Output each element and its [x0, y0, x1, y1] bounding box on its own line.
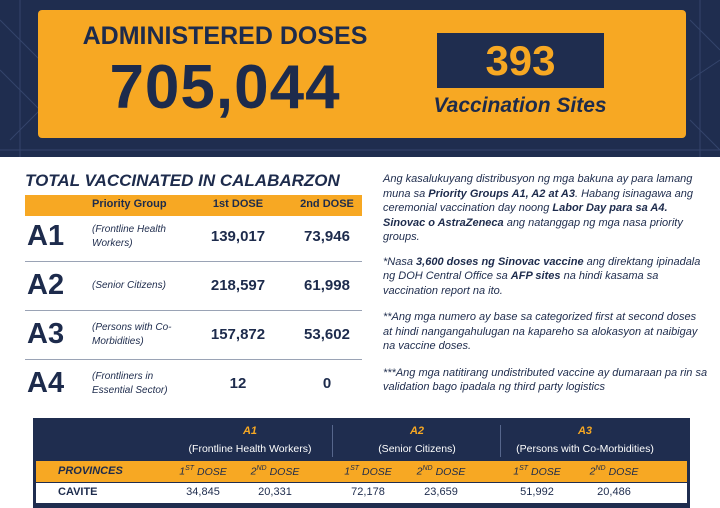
dose2: 53,602 [304, 326, 350, 343]
dose-header-num: 2 [250, 465, 257, 478]
dose1: 139,017 [210, 228, 266, 245]
note-text: Ang kasalukuyang distribusyon ng mga bak… [383, 173, 693, 200]
summary-header-bar [25, 195, 362, 216]
dose-header-text: DOSE [435, 465, 466, 478]
dose2: 61,998 [304, 277, 350, 294]
dose1: 157,872 [210, 326, 266, 343]
dose-header: 2ND DOSE [235, 465, 315, 478]
dose-header-sup: ND [422, 465, 433, 472]
dose-header-num: 2 [589, 465, 596, 478]
dose-header-sup: ST [350, 465, 360, 472]
note-paragraph: Ang kasalukuyang distribusyon ng mga bak… [383, 172, 708, 245]
row-separator [25, 261, 362, 262]
group-divider [500, 425, 501, 457]
notes: Ang kasalukuyang distribusyon ng mga bak… [383, 172, 708, 407]
header-title: ADMINISTERED DOSES [82, 22, 368, 50]
group-code: A1 [242, 425, 258, 437]
group-divider [332, 425, 333, 457]
dose-header-text: DOSE [531, 465, 561, 478]
note-text: **Ang mga numero ay base sa categorized … [383, 311, 698, 352]
dose-header-text: DOSE [608, 465, 639, 478]
total-doses: 705,044 [109, 53, 341, 122]
column-header: 1st DOSE [212, 198, 264, 210]
sites-box: 393 [437, 33, 604, 88]
group-name: (Senior Citizens) [378, 443, 456, 455]
dose-header-sup: ST [519, 465, 529, 472]
group-code: A3 [27, 318, 65, 350]
dose-header-num: 1 [179, 465, 186, 478]
row-separator [25, 310, 362, 311]
group-name: (Frontline Health Workers) [188, 443, 312, 455]
note-text: ***Ang mga natitirang undistributed vacc… [383, 366, 708, 394]
dose2: 73,946 [304, 228, 350, 245]
dose-header-num: 2 [416, 465, 423, 478]
dose-header-sup: ND [256, 465, 267, 472]
province-value: 23,659 [424, 486, 458, 498]
column-header: 2nd DOSE [300, 198, 354, 210]
province-name: CAVITE [58, 486, 98, 498]
summary-title: TOTAL VACCINATED IN CALABARZON [25, 171, 340, 190]
note-paragraph: ***Ang mga natitirang undistributed vacc… [383, 366, 708, 395]
dose-header-text: DOSE [269, 465, 300, 478]
provinces-header: PROVINCES [58, 465, 123, 477]
province-header-bar [36, 461, 687, 482]
dose1: 218,597 [210, 277, 266, 294]
sites-label: Vaccination Sites [433, 94, 607, 117]
note-paragraph: **Ang mga numero ay base sa categorized … [383, 310, 708, 354]
group-code: A1 [27, 220, 65, 252]
dose-header-num: 1 [344, 465, 351, 478]
province-value: 72,178 [351, 486, 385, 498]
province-value: 20,331 [258, 486, 292, 498]
note-text: na hindi kasama sa vaccination report na… [383, 270, 659, 297]
note-text: ang direktang ipinadala ng DOH Central O… [383, 255, 701, 283]
group-code: A4 [27, 367, 65, 399]
row-separator [25, 359, 362, 360]
column-header: Priority Group [92, 198, 167, 210]
note-bold: AFP sites [510, 270, 561, 282]
dose-header: 1ST DOSE [328, 465, 408, 478]
province-row-bg [36, 483, 687, 503]
group-description: (Senior Citizens) [92, 280, 166, 291]
dose-header: 1ST DOSE [163, 465, 243, 478]
note-text: *Nasa [383, 255, 417, 268]
dose-header-sup: ST [185, 465, 195, 472]
note-text: ang natanggap ng mga nasa priority group… [383, 216, 683, 244]
dose1: 12 [229, 375, 247, 392]
dose-header-text: DOSE [197, 465, 227, 478]
dose2: 0 [322, 375, 332, 392]
group-description: (Frontline Health Workers) [92, 224, 166, 249]
group-code: A2 [27, 269, 65, 301]
group-description: (Frontliners in Essential Sector) [92, 371, 168, 396]
province-value: 20,486 [597, 486, 631, 498]
blueprint-pattern [0, 0, 720, 157]
group-name: (Persons with Co-Morbidities) [516, 443, 654, 455]
note-bold: Labor Day para sa A4. Sinovac o AstraZen… [383, 202, 668, 229]
province-value: 34,845 [186, 486, 220, 498]
dose-header: 1ST DOSE [497, 465, 577, 478]
dose-header-sup: ND [595, 465, 606, 472]
group-code: A2 [409, 425, 425, 437]
dose-header: 2ND DOSE [574, 465, 654, 478]
note-bold: 3,600 doses ng Sinovac vaccine [416, 255, 584, 268]
dose-header: 2ND DOSE [401, 465, 481, 478]
note-paragraph: *Nasa 3,600 doses ng Sinovac vaccine ang… [383, 255, 708, 299]
dose-header-text: DOSE [362, 465, 392, 478]
province-value: 51,992 [520, 486, 554, 498]
group-code: A3 [577, 425, 593, 437]
dose-header-num: 1 [513, 465, 520, 478]
group-description: (Persons with Co-Morbidities) [92, 322, 172, 347]
note-text: . Habang isinagawa ang ceremonial vaccin… [383, 187, 693, 215]
note-bold: Priority Groups A1, A2 at A3 [428, 187, 575, 200]
